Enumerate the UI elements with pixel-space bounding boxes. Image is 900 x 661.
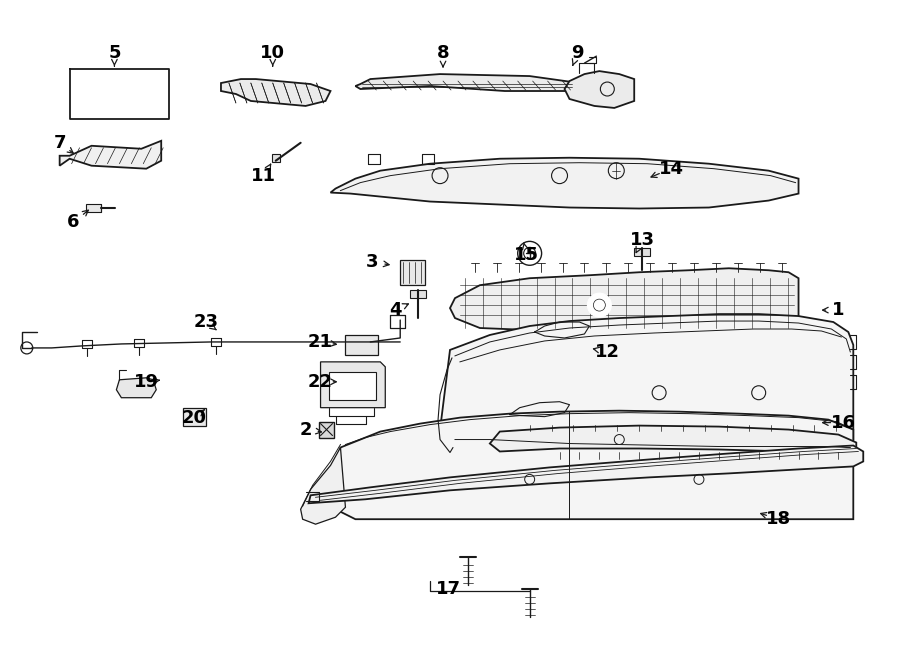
Text: 8: 8	[436, 44, 449, 62]
Polygon shape	[440, 314, 853, 461]
Polygon shape	[309, 446, 863, 503]
Polygon shape	[400, 260, 425, 285]
Text: 11: 11	[251, 167, 276, 184]
Text: 2: 2	[300, 420, 312, 439]
Polygon shape	[410, 290, 426, 298]
Polygon shape	[330, 158, 798, 208]
Polygon shape	[490, 426, 856, 455]
Text: 6: 6	[68, 214, 80, 231]
Text: 3: 3	[366, 253, 379, 271]
Text: 14: 14	[659, 160, 684, 178]
Text: 9: 9	[572, 44, 584, 62]
Polygon shape	[221, 79, 330, 106]
Text: 15: 15	[514, 247, 539, 264]
Polygon shape	[634, 249, 650, 256]
Text: 20: 20	[182, 408, 207, 426]
Text: 1: 1	[832, 301, 844, 319]
Text: 18: 18	[766, 510, 791, 528]
Text: 16: 16	[831, 414, 856, 432]
Circle shape	[588, 293, 611, 317]
Polygon shape	[356, 74, 580, 91]
Polygon shape	[86, 204, 102, 212]
Polygon shape	[320, 362, 385, 408]
Text: 5: 5	[108, 44, 121, 62]
Bar	[328, 372, 376, 400]
Polygon shape	[564, 71, 634, 108]
Polygon shape	[301, 447, 346, 524]
Polygon shape	[330, 410, 853, 519]
Text: 21: 21	[308, 333, 333, 351]
Text: 17: 17	[436, 580, 461, 598]
Text: 10: 10	[260, 44, 285, 62]
Text: 12: 12	[595, 343, 620, 361]
Polygon shape	[450, 268, 798, 333]
Text: 4: 4	[389, 301, 401, 319]
Polygon shape	[272, 154, 280, 162]
Text: 22: 22	[308, 373, 333, 391]
Polygon shape	[116, 378, 157, 398]
Text: 13: 13	[630, 231, 654, 249]
Polygon shape	[59, 141, 161, 169]
Polygon shape	[346, 335, 378, 355]
Bar	[319, 422, 335, 438]
Text: 7: 7	[53, 134, 66, 152]
Text: 19: 19	[134, 373, 158, 391]
Text: 23: 23	[194, 313, 219, 331]
Polygon shape	[183, 408, 206, 426]
